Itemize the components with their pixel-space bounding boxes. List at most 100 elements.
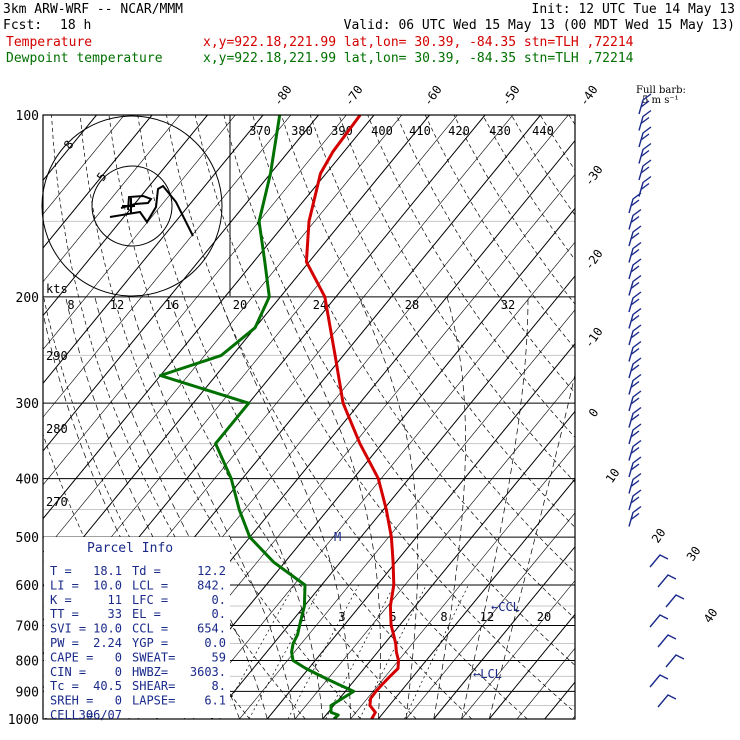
parcel-row-value: 306/07 xyxy=(79,708,122,722)
isotherm-line xyxy=(43,115,403,554)
wind-barb xyxy=(628,241,642,263)
parcel-row-value: 33 xyxy=(108,607,122,621)
hodograph-ring-label: 12 xyxy=(110,298,124,312)
isotherm-label: -20 xyxy=(582,247,606,273)
wind-barb xyxy=(638,159,652,181)
full-barb-label: Full barb: xyxy=(636,85,686,96)
isotherm-line xyxy=(377,478,575,719)
moist-adiabat xyxy=(433,296,466,719)
parcel-row-value: 18.1 xyxy=(93,564,122,578)
parcel-row-value: 8. xyxy=(212,679,226,693)
hodograph-unit: kts xyxy=(46,282,68,296)
parcel-row-value: 0. xyxy=(212,607,226,621)
temperature-legend: Temperature xyxy=(6,35,92,50)
isotherm-line xyxy=(488,613,575,719)
wind-barb xyxy=(628,258,642,280)
hodograph-trace xyxy=(109,184,194,237)
parcel-row-label: K = xyxy=(50,593,72,607)
isotherm-label: -60 xyxy=(421,83,445,109)
wind-barb xyxy=(628,423,642,445)
wind-barb xyxy=(628,225,642,247)
wind-barb xyxy=(657,694,677,708)
moist-adiabat xyxy=(218,296,351,719)
lcl-marker: ←LCL xyxy=(473,667,502,681)
wind-barb xyxy=(665,594,685,608)
theta-label: 370 xyxy=(249,124,271,138)
dewpoint-location: x,y=922.18,221.99 lat,lon= 30.39, -84.35… xyxy=(203,51,634,66)
dry-adiabat xyxy=(137,115,473,719)
wind-barb xyxy=(628,324,642,346)
parcel-row-label: EL = xyxy=(132,607,161,621)
pressure-label: 400 xyxy=(16,473,39,488)
isotherm-line xyxy=(43,115,375,520)
hodograph-circle-label: 8 xyxy=(61,138,77,152)
temperature-location: x,y=922.18,221.99 lat,lon= 30.39, -84.35… xyxy=(203,35,634,50)
hodograph-ring-label: 28 xyxy=(405,298,419,312)
dry-adiabat xyxy=(281,115,575,574)
isotherm-line xyxy=(600,115,740,719)
pressure-label: 300 xyxy=(16,397,39,412)
mixing-ratio-line xyxy=(287,584,360,719)
pressure-label: 700 xyxy=(16,619,39,634)
isotherm-label: 40 xyxy=(701,606,721,626)
forecast-hours: 18 h xyxy=(60,18,91,33)
wind-barb xyxy=(628,505,642,527)
isotherm-label: -50 xyxy=(499,83,523,109)
isotherm-label: -30 xyxy=(582,163,606,189)
wind-barb xyxy=(628,357,642,379)
mixing-ratio-line xyxy=(248,584,323,719)
isotherm-line xyxy=(43,115,236,350)
parcel-row-label: TT = xyxy=(50,607,79,621)
dry-adiabat xyxy=(511,115,575,216)
wind-barb xyxy=(628,472,642,494)
parcel-info-title: Parcel Info xyxy=(87,541,173,556)
isotherm-line xyxy=(43,115,347,486)
hodograph-ring-label: 8 xyxy=(67,298,74,312)
mixing-ratio-label: 20 xyxy=(537,610,551,624)
isotherm-line xyxy=(294,377,575,719)
parcel-row-value: 2.24 xyxy=(93,636,122,650)
moist-adiabat xyxy=(280,296,381,719)
parcel-row-label: LAPSE= xyxy=(132,694,175,708)
mixing-ratio-label: 12 xyxy=(480,610,494,624)
isotherm-label: -70 xyxy=(342,83,366,109)
isotherm-label: -80 xyxy=(271,83,295,109)
pressure-label: 1000 xyxy=(8,713,39,728)
wind-barb xyxy=(649,554,669,568)
wind-barb xyxy=(628,439,642,461)
dry-adiabat xyxy=(194,115,575,713)
sounding-profiles xyxy=(158,115,400,719)
pressure-label: 600 xyxy=(16,579,39,594)
pressure-label: 900 xyxy=(16,685,39,700)
wind-barb xyxy=(628,373,642,395)
theta-side-label: 270 xyxy=(46,495,68,509)
parcel-row-value: 0.0 xyxy=(204,636,226,650)
isotherm-line xyxy=(43,115,264,385)
parcel-row-label: LCL = xyxy=(132,578,168,592)
wind-barb xyxy=(649,674,669,688)
isotherm-label: 30 xyxy=(684,544,704,564)
parcel-row-value: 0 xyxy=(115,650,122,664)
mixing-ratio-label: 8 xyxy=(440,610,447,624)
parcel-row-label: SREH = xyxy=(50,694,93,708)
isotherm-line xyxy=(155,207,575,719)
dry-adiabat xyxy=(309,115,575,528)
dry-adiabat xyxy=(598,115,740,719)
parcel-row-value: 59 xyxy=(212,650,226,664)
wind-barb xyxy=(638,142,652,164)
parcel-row-value: 40.5 xyxy=(93,679,122,693)
wind-barb xyxy=(657,574,677,588)
temperature-profile xyxy=(304,115,400,719)
dewpoint-profile xyxy=(158,115,356,719)
pressure-label: 200 xyxy=(16,291,39,306)
isotherm-line xyxy=(350,444,575,719)
full-barb-unit: 5 m s⁻¹ xyxy=(642,95,679,106)
parcel-row-value: 0 xyxy=(115,694,122,708)
ccl-marker: ←CCL xyxy=(491,600,520,614)
wind-barb xyxy=(628,390,642,412)
parcel-row-value: 3603. xyxy=(190,665,226,679)
pressure-label: 100 xyxy=(16,109,39,124)
model-title: 3km ARW-WRF -- NCAR/MMM xyxy=(3,2,183,17)
m-marker: M xyxy=(334,530,341,544)
init-time: Init: 12 UTC Tue 14 May 13 xyxy=(532,2,736,17)
